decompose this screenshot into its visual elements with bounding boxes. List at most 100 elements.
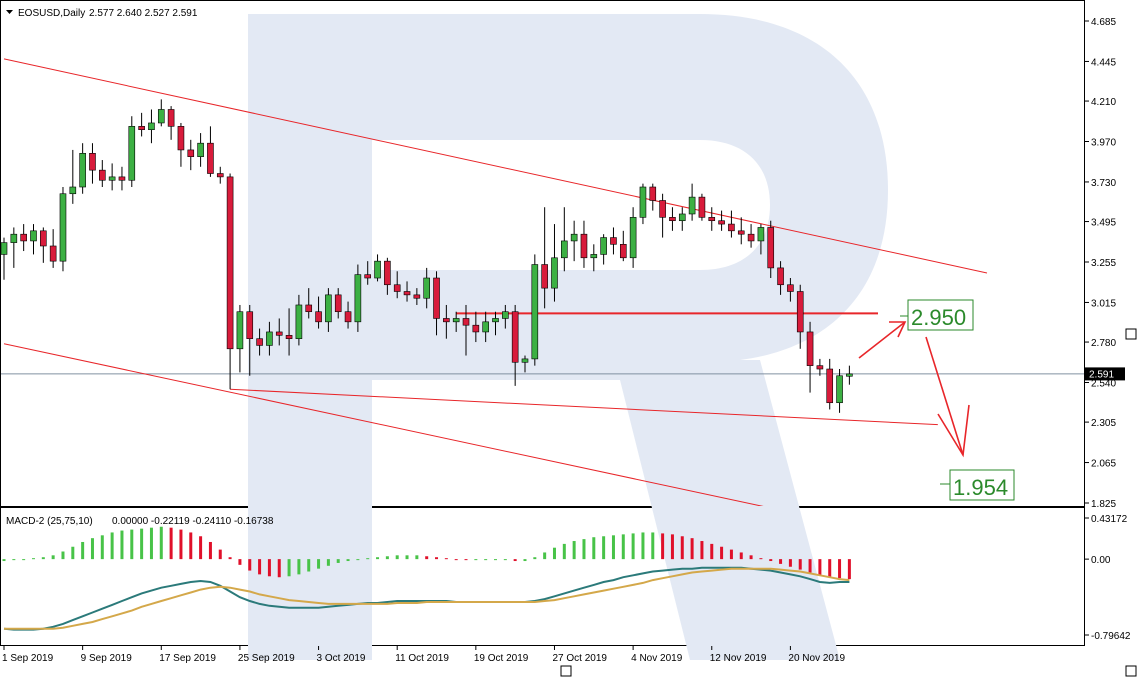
macd-histogram-bar bbox=[405, 555, 409, 560]
candle-body bbox=[629, 217, 637, 259]
candle-body bbox=[708, 217, 716, 222]
candle-body bbox=[30, 230, 37, 242]
macd-histogram-bar bbox=[444, 558, 448, 560]
candle-body bbox=[649, 186, 657, 201]
x-tick-label: 20 Nov 2019 bbox=[788, 653, 845, 664]
target-down-box bbox=[949, 469, 1015, 501]
candle-body bbox=[305, 304, 313, 313]
candle-body bbox=[295, 304, 303, 339]
candle-body bbox=[354, 274, 362, 323]
target-up-box bbox=[907, 299, 974, 331]
candle-body bbox=[796, 291, 804, 333]
macd-histogram-bar bbox=[543, 552, 547, 560]
candle-body bbox=[167, 109, 175, 127]
candle-body bbox=[541, 264, 548, 289]
macd-y-tick-label: 0.00 bbox=[1091, 555, 1111, 566]
candle-body bbox=[570, 233, 578, 242]
macd-histogram-bar bbox=[81, 541, 85, 560]
candle-body bbox=[777, 267, 784, 286]
chart-menu-triangle-icon[interactable] bbox=[6, 10, 13, 14]
main-title: EOSUSD,Daily bbox=[18, 8, 85, 19]
macd-histogram-bar bbox=[513, 559, 517, 562]
target-up-label: 2.950 bbox=[911, 305, 966, 330]
candle-body bbox=[472, 324, 480, 333]
macd-histogram-bar bbox=[22, 559, 26, 561]
macd-histogram-bar bbox=[818, 559, 822, 576]
y-tick-label: 1.825 bbox=[1091, 499, 1116, 510]
candle-body bbox=[177, 126, 185, 151]
current-price-badge bbox=[1085, 367, 1125, 381]
macd-histogram-bar bbox=[700, 541, 704, 560]
candle-body bbox=[226, 176, 234, 350]
macd-histogram-bar bbox=[12, 559, 16, 561]
macd-histogram-bar bbox=[218, 549, 222, 560]
resize-handle-corner-icon[interactable] bbox=[1125, 665, 1137, 677]
macd-histogram-bar bbox=[710, 543, 714, 560]
macd-histogram-bar bbox=[248, 559, 252, 571]
signal-line bbox=[4, 567, 850, 630]
macd-y-tick-label: 0.43172 bbox=[1091, 514, 1128, 525]
macd-histogram-bar bbox=[464, 559, 468, 561]
macd-histogram-bar bbox=[287, 559, 291, 577]
candle-body bbox=[747, 233, 755, 242]
candle-body bbox=[285, 335, 293, 339]
macd-histogram-bar bbox=[130, 529, 134, 560]
macd-histogram-bar bbox=[847, 559, 851, 580]
macd-histogram-bar bbox=[385, 556, 389, 560]
macd-histogram-bar bbox=[631, 533, 635, 560]
macd-histogram-bar bbox=[90, 538, 94, 560]
candle-body bbox=[99, 169, 106, 181]
y-tick-label: 4.445 bbox=[1091, 57, 1116, 68]
macd-histogram-bar bbox=[366, 558, 370, 560]
macd-histogram-bar bbox=[838, 559, 842, 579]
x-tick-label: 25 Sep 2019 bbox=[238, 653, 295, 664]
macd-histogram-bar bbox=[140, 528, 144, 560]
candle-body bbox=[511, 311, 519, 363]
candle-body bbox=[207, 142, 214, 174]
candle-body bbox=[806, 331, 814, 366]
candle-body bbox=[531, 264, 539, 360]
macd-histogram-bar bbox=[208, 541, 212, 560]
candle-body bbox=[384, 260, 391, 286]
candle-body bbox=[816, 365, 824, 370]
macd-histogram-bar bbox=[602, 536, 606, 560]
macd-histogram-bar bbox=[71, 546, 75, 560]
candle-body bbox=[374, 260, 381, 279]
x-tick-label: 1 Sep 2019 bbox=[2, 653, 54, 664]
candle-body bbox=[364, 274, 372, 279]
candle-body bbox=[639, 186, 647, 218]
candle-body bbox=[678, 213, 686, 222]
candle-body bbox=[118, 176, 126, 181]
macd-histogram-bar bbox=[749, 555, 753, 560]
y-tick-label: 2.540 bbox=[1091, 379, 1116, 390]
candle-body bbox=[403, 291, 411, 296]
macd-histogram-bar bbox=[651, 532, 655, 560]
macd-histogram-bar bbox=[494, 559, 497, 561]
x-tick-label: 27 Oct 2019 bbox=[552, 653, 607, 664]
candle-body bbox=[718, 220, 725, 225]
x-tick-label: 11 Oct 2019 bbox=[395, 653, 449, 664]
macd-histogram-bar bbox=[572, 541, 576, 560]
candle-body bbox=[521, 358, 529, 363]
candle-body bbox=[246, 311, 254, 339]
macd-values: 0.00000 -0.22119 -0.24110 -0.16738 bbox=[112, 516, 274, 527]
x-tick-label: 12 Nov 2019 bbox=[710, 653, 767, 664]
channel-upper-line bbox=[3, 58, 988, 274]
macd-histogram-bar bbox=[336, 559, 340, 563]
resize-handle-right-icon[interactable] bbox=[1125, 328, 1137, 340]
macd-histogram-bar bbox=[788, 559, 792, 567]
macd-histogram-bar bbox=[828, 559, 832, 578]
candle-body bbox=[10, 233, 18, 243]
macd-histogram-bar bbox=[729, 549, 733, 560]
macd-histogram-bar bbox=[395, 555, 399, 560]
candle-body bbox=[49, 245, 57, 262]
macd-panel-frame bbox=[0, 507, 1085, 646]
candle-body bbox=[452, 318, 460, 323]
macd-histogram-bar bbox=[2, 559, 6, 562]
macd-histogram-bar bbox=[670, 534, 674, 560]
resize-handle-bottom-icon[interactable] bbox=[560, 665, 572, 677]
x-tick-label: 9 Sep 2019 bbox=[81, 653, 133, 664]
candle-body bbox=[1, 242, 8, 255]
macd-histogram-bar bbox=[798, 559, 802, 570]
y-tick-label: 3.730 bbox=[1091, 178, 1116, 189]
